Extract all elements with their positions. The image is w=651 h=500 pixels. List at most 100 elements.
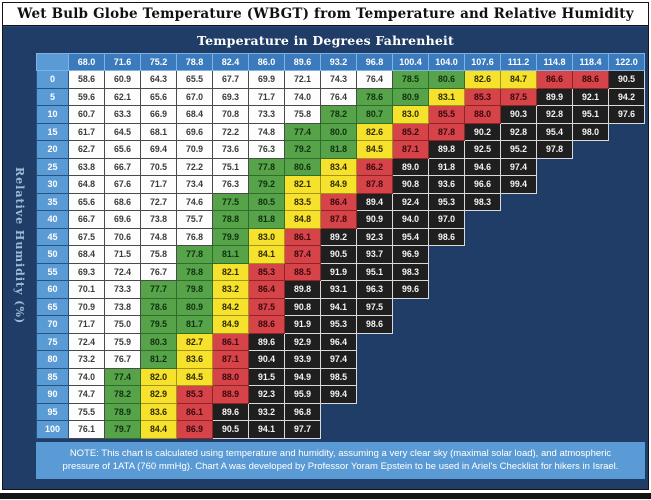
temp-column-header: 118.4 — [572, 53, 609, 71]
wbgt-cell: 82.1 — [284, 175, 321, 194]
empty-cell — [501, 228, 537, 246]
empty-cell — [537, 211, 573, 229]
wbgt-cell: 95.9 — [284, 385, 321, 404]
table-row: 0 58.6 60.9 64.3 65.5 67.7 69.9 72.1 74.3 76.4 78.… — [36, 70, 645, 89]
wbgt-cell: 66.7 — [104, 157, 141, 176]
wbgt-cell: 67.0 — [176, 87, 213, 106]
empty-cell — [609, 158, 645, 176]
chart-title: Wet Bulb Globe Temperature (WBGT) from T… — [17, 6, 634, 22]
wbgt-cell: 73.3 — [104, 280, 141, 299]
wbgt-cell: 76.7 — [104, 350, 141, 369]
empty-cell — [609, 298, 645, 316]
humidity-row-header: 0 — [36, 70, 69, 89]
empty-cell — [573, 263, 609, 281]
temp-column-header: 111.2 — [500, 53, 537, 71]
wbgt-cell: 97.0 — [428, 210, 465, 229]
wbgt-cell: 89.6 — [248, 332, 285, 351]
humidity-row-header: 95 — [36, 402, 69, 421]
wbgt-cell: 78.6 — [140, 297, 177, 316]
wbgt-cell: 84.1 — [248, 245, 285, 264]
table-row: 80 73.2 76.7 81.2 83.6 87.1 90.4 93.9 97.4 — [36, 350, 645, 369]
wbgt-cell: 76.4 — [356, 70, 393, 89]
empty-cell — [537, 263, 573, 281]
empty-cell — [501, 281, 537, 299]
empty-cell — [501, 246, 537, 264]
humidity-row-header: 45 — [36, 227, 69, 246]
wbgt-cell: 96.9 — [392, 245, 429, 264]
wbgt-cell: 91.8 — [428, 157, 465, 176]
wbgt-cell: 75.8 — [140, 245, 177, 264]
wbgt-cell: 69.9 — [248, 70, 285, 89]
empty-cell — [537, 351, 573, 369]
wbgt-table: 68.0 71.6 75.2 78.8 82.4 86.0 89.6 93.2 96.8 100.… — [36, 53, 645, 439]
table-region: Relative Humidity (%) 68.0 71.6 75.2 78.8 82… — [3, 53, 648, 439]
humidity-row-header: 55 — [36, 262, 69, 281]
wbgt-cell: 72.4 — [68, 332, 105, 351]
wbgt-cell: 84.9 — [212, 315, 249, 334]
empty-cell — [357, 351, 393, 369]
humidity-row-header: 5 — [36, 87, 69, 106]
wbgt-cell: 80.7 — [356, 105, 393, 124]
wbgt-cell: 77.5 — [212, 192, 249, 211]
wbgt-cell: 71.7 — [68, 315, 105, 334]
wbgt-cell: 74.0 — [284, 87, 321, 106]
empty-cell — [573, 141, 609, 159]
chart-title-bar: Wet Bulb Globe Temperature (WBGT) from T… — [3, 3, 648, 26]
wbgt-cell: 85.3 — [248, 262, 285, 281]
humidity-row-header: 40 — [36, 210, 69, 229]
wbgt-cell: 70.1 — [68, 280, 105, 299]
chart-frame: Wet Bulb Globe Temperature (WBGT) from T… — [2, 2, 649, 490]
table-row: 50 68.4 71.5 75.8 77.8 81.1 84.1 87.4 90.5 93.7 96… — [36, 245, 645, 264]
wbgt-cell: 77.8 — [176, 245, 213, 264]
humidity-row-header: 25 — [36, 157, 69, 176]
chart-body: Temperature in Degrees Fahrenheit Relati… — [3, 26, 648, 489]
wbgt-cell: 78.8 — [176, 262, 213, 281]
empty-cell — [573, 421, 609, 439]
empty-cell — [321, 421, 357, 439]
humidity-row-header: 70 — [36, 315, 69, 334]
wbgt-cell: 74.6 — [176, 192, 213, 211]
wbgt-cell: 81.2 — [140, 350, 177, 369]
wbgt-cell: 95.3 — [320, 315, 357, 334]
wbgt-cell: 71.7 — [248, 87, 285, 106]
wbgt-cell: 98.3 — [392, 262, 429, 281]
wbgt-cell: 83.0 — [392, 105, 429, 124]
wbgt-cell: 80.5 — [248, 192, 285, 211]
table-row: 55 69.3 72.4 76.7 78.8 82.1 85.3 88.5 91.9 95.1 98… — [36, 262, 645, 281]
wbgt-cell: 76.7 — [140, 262, 177, 281]
wbgt-cell: 81.7 — [176, 315, 213, 334]
wbgt-cell: 87.1 — [212, 350, 249, 369]
empty-cell — [609, 316, 645, 334]
wbgt-cell: 84.7 — [500, 70, 537, 89]
empty-cell — [537, 298, 573, 316]
humidity-row-header: 15 — [36, 122, 69, 141]
wbgt-cell: 90.5 — [212, 420, 249, 439]
humidity-row-header: 20 — [36, 140, 69, 159]
wbgt-cell: 69.3 — [212, 87, 249, 106]
empty-cell — [573, 333, 609, 351]
empty-cell — [537, 421, 573, 439]
empty-cell — [609, 263, 645, 281]
empty-cell — [465, 228, 501, 246]
empty-cell — [465, 351, 501, 369]
wbgt-cell: 93.1 — [320, 280, 357, 299]
empty-cell — [429, 368, 465, 386]
wbgt-cell: 78.9 — [104, 402, 141, 421]
temp-column-header: 96.8 — [356, 53, 393, 71]
wbgt-cell: 74.8 — [140, 227, 177, 246]
wbgt-cell: 61.7 — [68, 122, 105, 141]
empty-cell — [537, 193, 573, 211]
wbgt-cell: 92.4 — [392, 192, 429, 211]
humidity-row-header: 75 — [36, 332, 69, 351]
wbgt-cell: 68.1 — [140, 122, 177, 141]
wbgt-cell: 60.7 — [68, 105, 105, 124]
empty-cell — [501, 263, 537, 281]
wbgt-cell: 97.4 — [320, 350, 357, 369]
wbgt-cell: 88.0 — [464, 105, 501, 124]
wbgt-cell: 86.4 — [320, 192, 357, 211]
wbgt-cell: 79.8 — [176, 280, 213, 299]
wbgt-cell: 74.3 — [320, 70, 357, 89]
temp-column-header: 100.4 — [392, 53, 429, 71]
wbgt-cell: 96.4 — [320, 332, 357, 351]
wbgt-cell: 59.6 — [68, 87, 105, 106]
